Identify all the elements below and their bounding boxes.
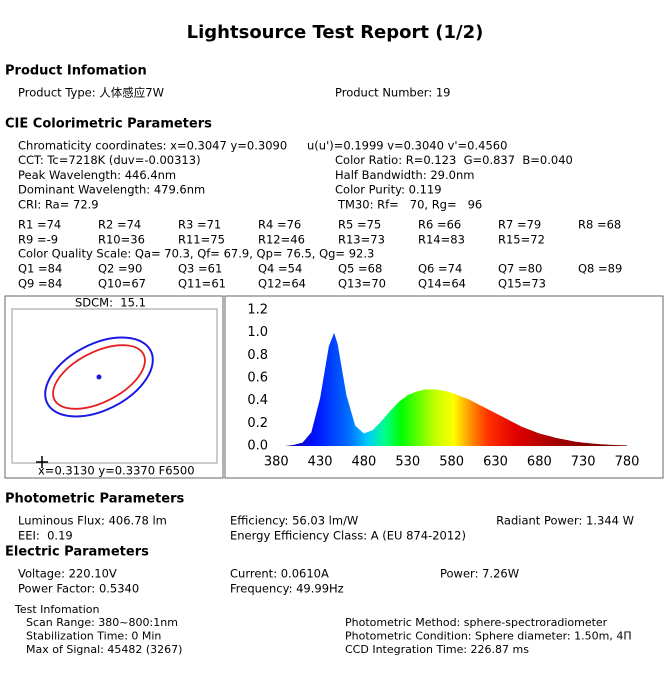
field: Product Number: 19	[335, 86, 450, 100]
index-value: R14=83	[418, 233, 465, 247]
index-value: R9 =-9	[18, 233, 58, 247]
field: EEI: 0.19	[18, 529, 73, 543]
field: CRI: Ra= 72.9	[18, 197, 99, 211]
index-value: R10=36	[98, 233, 145, 247]
field: Color Purity: 0.119	[335, 183, 442, 197]
sdcm-reference: x=0.3130 y=0.3370 F6500	[38, 464, 195, 478]
field: Product Type: 人体感应7W	[18, 86, 164, 100]
index-value: R8 =68	[578, 218, 621, 232]
field: Power: 7.26W	[440, 567, 519, 581]
index-value: Q10=67	[98, 277, 146, 291]
field: Power Factor: 0.5340	[18, 582, 139, 596]
field: CCT: Tc=7218K (duv=-0.00313)	[18, 153, 201, 167]
section-heading: Photometric Parameters	[5, 492, 184, 507]
index-value: R4 =76	[258, 218, 301, 232]
x-tick-label: 480	[352, 455, 377, 470]
index-value: R1 =74	[18, 218, 61, 232]
index-value: Q12=64	[258, 277, 306, 291]
field: Voltage: 220.10V	[18, 567, 117, 581]
index-value: R6 =66	[418, 218, 461, 232]
index-value: Q11=61	[178, 277, 226, 291]
x-tick-label: 580	[439, 455, 464, 470]
field: u(u')=0.1999 v=0.3040 v'=0.4560	[307, 139, 507, 153]
index-value: Q4 =54	[258, 262, 302, 276]
field: Scan Range: 380~800:1nm	[26, 616, 178, 629]
index-value: Q13=70	[338, 277, 386, 291]
field: Color Ratio: R=0.123 G=0.837 B=0.040	[335, 153, 573, 167]
y-tick-label: 1.2	[247, 303, 268, 318]
x-tick-label: 780	[615, 455, 640, 470]
field: Energy Efficiency Class: A (EU 874-2012)	[230, 529, 466, 543]
field: Current: 0.0610A	[230, 567, 329, 581]
index-value: Q2 =90	[98, 262, 142, 276]
index-value: R7 =79	[498, 218, 541, 232]
index-value: R2 =74	[98, 218, 141, 232]
section-heading: Product Infomation	[5, 64, 147, 79]
index-value: Q6 =74	[418, 262, 462, 276]
index-value: Q3 =61	[178, 262, 222, 276]
y-tick-label: 0.6	[247, 371, 268, 386]
section-heading: CIE Colorimetric Parameters	[5, 117, 212, 132]
field: Efficiency: 56.03 lm/W	[230, 514, 358, 528]
field: TM30: Rf= 70, Rg= 96	[337, 197, 482, 211]
sdcm-label: SDCM: 15.1	[75, 296, 146, 310]
field: CCD Integration Time: 226.87 ms	[345, 643, 529, 656]
outer-ellipse	[44, 336, 154, 418]
y-tick-label: 0.8	[247, 348, 268, 363]
index-value: R5 =75	[338, 218, 381, 232]
field: Color Quality Scale: Qa= 70.3, Qf= 67.9,…	[18, 247, 374, 261]
index-value: R13=73	[338, 233, 385, 247]
field: Chromaticity coordinates: x=0.3047 y=0.3…	[18, 139, 287, 153]
index-value: Q5 =68	[338, 262, 382, 276]
index-value: Q9 =84	[18, 277, 62, 291]
spectrum-panel	[224, 295, 664, 479]
field: Stabilization Time: 0 Min	[26, 630, 161, 643]
y-tick-label: 1.0	[247, 325, 268, 340]
field: Half Bandwidth: 29.0nm	[335, 168, 474, 182]
title: Lightsource Test Report (1/2)	[187, 22, 484, 43]
sdcm-frame	[11, 308, 218, 464]
index-value: Q15=73	[498, 277, 546, 291]
index-value: R12=46	[258, 233, 305, 247]
y-tick-label: 0.0	[247, 439, 268, 454]
x-tick-label: 380	[264, 455, 289, 470]
index-value: Q1 =84	[18, 262, 62, 276]
field: Frequency: 49.99Hz	[230, 582, 344, 596]
reference-cross	[36, 456, 48, 468]
index-value: R11=75	[178, 233, 225, 247]
field: Peak Wavelength: 446.4nm	[18, 168, 176, 182]
field: Photometric Condition: Sphere diameter: …	[345, 630, 632, 643]
x-tick-label: 680	[527, 455, 552, 470]
index-value: R15=72	[498, 233, 545, 247]
field: Photometric Method: sphere-spectroradiom…	[345, 616, 608, 629]
index-value: Q8 =89	[578, 262, 622, 276]
section-heading: Electric Parameters	[5, 545, 149, 560]
x-tick-label: 430	[308, 455, 333, 470]
field: Luminous Flux: 406.78 lm	[18, 514, 167, 528]
field: Max of Signal: 45482 (3267)	[26, 643, 182, 656]
index-value: R3 =71	[178, 218, 221, 232]
y-tick-label: 0.2	[247, 416, 268, 431]
chromaticity-point	[96, 374, 102, 380]
field: Radiant Power: 1.344 W	[496, 514, 634, 528]
x-tick-label: 730	[571, 455, 596, 470]
inner-ellipse	[52, 344, 146, 410]
index-value: Q7 =80	[498, 262, 542, 276]
subheading: Test Infomation	[14, 603, 100, 616]
index-value: Q14=64	[418, 277, 466, 291]
field: Dominant Wavelength: 479.6nm	[18, 183, 205, 197]
x-tick-label: 630	[483, 455, 508, 470]
x-tick-label: 530	[395, 455, 420, 470]
y-tick-label: 0.4	[247, 393, 268, 408]
sdcm-panel	[4, 295, 224, 479]
spectrum-area	[276, 332, 628, 446]
